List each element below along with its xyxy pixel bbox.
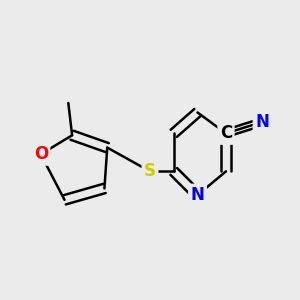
Text: N: N [255,113,269,131]
Text: O: O [34,145,48,163]
Text: S: S [144,162,156,180]
Text: C: C [220,124,232,142]
Text: N: N [190,186,204,204]
